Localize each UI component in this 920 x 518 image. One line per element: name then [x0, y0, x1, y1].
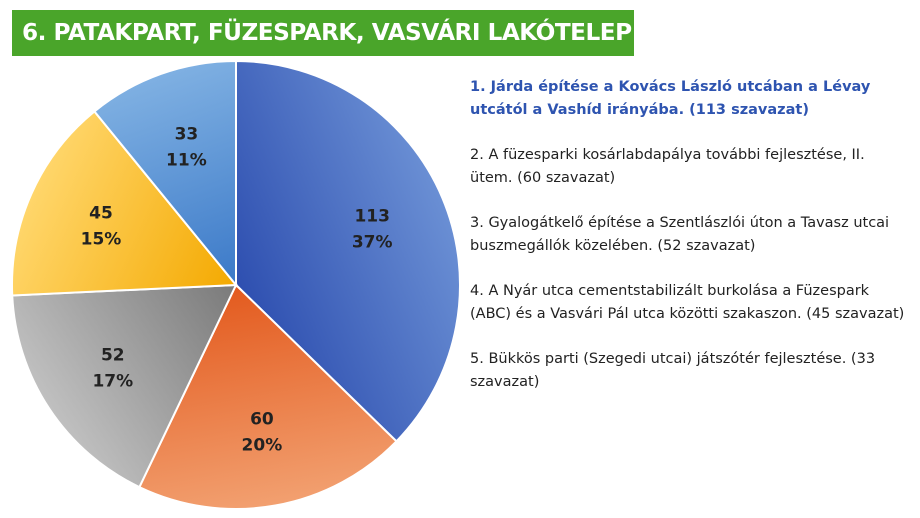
legend: 1. Járda építése a Kovács László utcában…	[470, 76, 910, 416]
slice-percent-label-2: 20%	[242, 436, 283, 456]
slice-value-label-2: 60	[250, 410, 274, 430]
slice-percent-label-1: 37%	[352, 233, 393, 253]
slice-value-label-5: 33	[175, 125, 199, 145]
slice-value-label-1: 113	[354, 207, 390, 227]
pie-slice-3	[11, 283, 238, 489]
legend-item-1: 1. Járda építése a Kovács László utcában…	[470, 79, 871, 118]
pie-slice-2	[138, 283, 398, 510]
slice-percent-label-5: 11%	[166, 151, 207, 171]
page-title: 6. PATAKPART, FÜZESPARK, VASVÁRI LAKÓTEL…	[12, 10, 634, 56]
legend-item-4: 4. A Nyár utca cementstabilizált burkolá…	[470, 283, 905, 322]
pie-slice-4	[11, 110, 239, 297]
slice-percent-label-3: 17%	[92, 372, 133, 392]
slice-value-label-3: 52	[101, 346, 125, 366]
legend-item-5: 5. Bükkös parti (Szegedi utcai) játszóté…	[470, 351, 876, 390]
slice-value-label-4: 45	[89, 204, 113, 224]
legend-item-2: 2. A füzesparki kosárlabdapálya további …	[470, 147, 865, 186]
pie-slice-5	[92, 59, 237, 288]
pie-slice-1	[235, 59, 460, 443]
slice-percent-label-4: 15%	[81, 230, 122, 250]
pie-chart: 113 37% 60 20% 52 17% 45 15% 33 11%	[11, 59, 460, 510]
legend-item-3: 3. Gyalogátkelő építése a Szentlászlói ú…	[470, 215, 890, 254]
